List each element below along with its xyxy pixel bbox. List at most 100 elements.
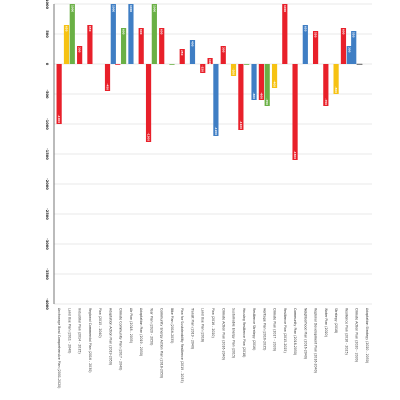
category-label: Climate Action Plan (2016-2040)	[221, 308, 225, 360]
bar	[189, 40, 196, 64]
bar-value-label: -600	[259, 93, 263, 100]
category-label: Plan (2016 - 2020)	[211, 308, 215, 338]
category-label: Climate Plan (2017 - 2030)	[273, 308, 277, 351]
bar	[87, 25, 93, 64]
bar-value-label: 400	[190, 41, 194, 47]
bar-value-label: -1100	[239, 121, 243, 129]
bar-value-label: 1000	[152, 5, 156, 12]
bar	[346, 46, 352, 64]
category-label: Land Use Plan (2018)	[201, 308, 205, 342]
bar	[207, 58, 213, 64]
y-tick-label: 500	[45, 30, 49, 38]
category-label: Resilience Strategy (2016)	[252, 308, 256, 350]
bar	[251, 64, 257, 100]
y-tick-label: 0	[45, 63, 49, 66]
category-label: Housing Resilience Plan (2018)	[242, 308, 246, 357]
bar-value-label: -400	[273, 81, 277, 88]
bar-value-label: 550	[352, 32, 356, 38]
category-label: Adaptation Strategy (2020 - 2050)	[365, 308, 369, 363]
bar	[128, 4, 134, 64]
bar	[292, 64, 298, 160]
gridlines	[53, 3, 372, 305]
category-label: Resilience Plan (2015-2025)	[283, 308, 287, 353]
bar-value-label: 650	[64, 26, 68, 32]
bar	[238, 64, 244, 130]
category-label: Anchorage Bowl Comprehensive Plan (2001-…	[57, 308, 61, 388]
bar	[179, 49, 185, 64]
bar-value-label: 550	[314, 32, 318, 38]
bar-value-label: -700	[324, 99, 328, 106]
category-label: Bike Plan (2016-2035)	[170, 308, 174, 343]
bar	[151, 4, 157, 64]
bar-value-label: 100	[208, 59, 212, 65]
bar	[115, 64, 121, 65]
bar-value-label: 1000	[129, 5, 133, 12]
bar	[110, 4, 116, 64]
bar	[282, 4, 288, 64]
bar-value-label: 600	[160, 29, 164, 35]
y-tick-label: -3500	[45, 268, 49, 280]
bar	[264, 64, 270, 106]
bar-value-label: -1300	[147, 133, 151, 141]
bar-value-label: 650	[303, 26, 307, 32]
bar	[213, 64, 219, 136]
bar	[340, 28, 347, 64]
category-label: Industrial Plan (2014 - 2035)	[78, 308, 82, 354]
bar-value-label: 0	[358, 65, 362, 67]
bars: -10006501000300650-450100006001000600-13…	[56, 4, 363, 160]
bar	[302, 25, 308, 64]
bar-value-label: 0	[170, 65, 174, 67]
bar	[230, 64, 237, 76]
category-label: Community Plan (2018-2050)	[293, 308, 297, 355]
y-tick-label: -3000	[45, 238, 49, 250]
bar-value-label: -1600	[293, 151, 297, 159]
bar-value-label: 600	[122, 29, 126, 35]
category-label: Climate Action Plan (2020 - 2030)	[355, 308, 359, 362]
category-label: Transit Plan (2019 - 2040)	[190, 307, 194, 349]
bar-value-label: 650	[88, 26, 92, 32]
y-tick-labels: 1000 500 0 -500 -1000 -1500 -2000 -2500 -3000 -35…	[45, 0, 49, 310]
bar-value-label: 300	[347, 47, 351, 53]
bar-value-label: -1000	[57, 115, 61, 123]
category-label: Strategy (2018)	[334, 308, 338, 333]
bar-value-label: 1000	[70, 5, 74, 12]
bar	[271, 64, 278, 88]
bar	[56, 64, 62, 124]
bar-value-label: 300	[78, 47, 82, 53]
category-label: Land Use Plan (2011 - 2040)	[67, 308, 71, 353]
category-label: Adaptation Plan (2019 - 2050)	[139, 308, 143, 356]
category-label: Year Plan (2020 - 2050)	[149, 308, 153, 345]
bar-value-label: -450	[106, 84, 110, 91]
bar	[323, 64, 329, 106]
bar-value-label: 600	[341, 29, 345, 35]
category-labels: Anchorage Bowl Comprehensive Plan (2001-…	[57, 307, 369, 388]
category-label: Plan for Sustainability Resilience (2019…	[180, 308, 184, 383]
bar	[145, 64, 152, 142]
bar	[169, 64, 175, 65]
bar	[200, 64, 206, 73]
bar-value-label: 0	[116, 65, 120, 67]
y-tick-label: -2000	[45, 178, 49, 190]
bar-value-label: 0	[245, 65, 249, 67]
bar-value-label: 300	[221, 47, 225, 53]
category-label: Regional Commercial Plan (2016 - 2030)	[88, 308, 92, 373]
category-label: Plan (2015 - 2040)	[98, 308, 102, 338]
bar	[138, 28, 144, 64]
bar	[244, 64, 250, 65]
bar-value-label: -150	[201, 66, 205, 73]
y-tick-label: -2500	[45, 208, 49, 220]
bar-value-label: -600	[252, 93, 256, 100]
bar	[77, 46, 83, 64]
category-label: Neighborhood Plan (2016-2040)	[303, 308, 307, 359]
bar	[312, 31, 319, 64]
category-label: Climate Community Plan (2017 - 2040)	[119, 308, 123, 370]
bar	[104, 64, 111, 91]
bar-value-label: 1000	[283, 5, 287, 12]
bar	[351, 31, 357, 64]
bar-value-label: 1000	[111, 5, 115, 12]
bar-value-label: -1200	[214, 127, 218, 135]
bar-value-label: 600	[139, 29, 143, 35]
y-tick-label: 1000	[45, 0, 49, 9]
y-tick-label: -500	[45, 90, 49, 99]
